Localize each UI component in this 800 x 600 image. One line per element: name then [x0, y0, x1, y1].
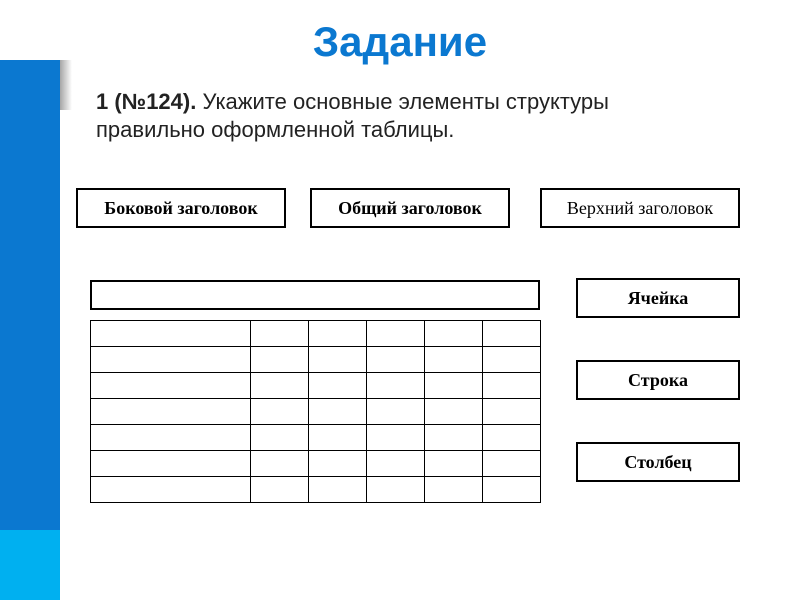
table-cell	[367, 321, 425, 347]
table-cell	[251, 321, 309, 347]
table-cell	[483, 399, 541, 425]
table-cell	[367, 425, 425, 451]
label-text: Общий заголовок	[338, 198, 482, 219]
side-bar-dark	[0, 60, 60, 530]
table-cell	[425, 321, 483, 347]
table-cell	[425, 347, 483, 373]
table-cell	[367, 451, 425, 477]
table-cell	[251, 373, 309, 399]
label-side-heading: Боковой заголовок	[76, 188, 286, 228]
table-cell	[91, 477, 251, 503]
table-cell	[91, 373, 251, 399]
table-cell	[425, 373, 483, 399]
table-row	[91, 399, 541, 425]
table-cell	[91, 425, 251, 451]
task-prefix: 1 (№124).	[96, 89, 196, 114]
side-bar-light	[0, 530, 60, 600]
table-cell	[483, 425, 541, 451]
table-cell	[483, 477, 541, 503]
table-cell	[483, 451, 541, 477]
table-row	[91, 451, 541, 477]
table-cell	[309, 477, 367, 503]
label-column: Столбец	[576, 442, 740, 482]
table-cell	[309, 321, 367, 347]
table-row	[91, 321, 541, 347]
table-cell	[91, 347, 251, 373]
table-caption-bar	[90, 280, 540, 310]
table-cell	[483, 321, 541, 347]
label-text: Боковой заголовок	[104, 198, 257, 219]
table-cell	[91, 451, 251, 477]
label-top-heading: Верхний заголовок	[540, 188, 740, 228]
table-cell	[251, 477, 309, 503]
page-title: Задание	[0, 18, 800, 66]
table-row	[91, 477, 541, 503]
side-bar-shadow	[60, 60, 72, 110]
table-cell	[309, 347, 367, 373]
table-cell	[425, 477, 483, 503]
table-cell	[251, 347, 309, 373]
label-cell: Ячейка	[576, 278, 740, 318]
table-cell	[309, 373, 367, 399]
structure-table	[90, 320, 541, 503]
table-cell	[425, 425, 483, 451]
label-text: Ячейка	[628, 288, 689, 309]
table-cell	[483, 373, 541, 399]
table-cell	[483, 347, 541, 373]
table-cell	[309, 451, 367, 477]
table-row	[91, 373, 541, 399]
table-cell	[91, 399, 251, 425]
label-row: Строка	[576, 360, 740, 400]
table-cell	[251, 399, 309, 425]
table-cell	[367, 477, 425, 503]
table-cell	[367, 399, 425, 425]
table-cell	[251, 425, 309, 451]
label-text: Строка	[628, 370, 688, 391]
table-cell	[251, 451, 309, 477]
table-cell	[91, 321, 251, 347]
table-cell	[309, 399, 367, 425]
label-general-heading: Общий заголовок	[310, 188, 510, 228]
table-row	[91, 347, 541, 373]
table-cell	[425, 451, 483, 477]
label-text: Столбец	[624, 452, 691, 473]
table-cell	[367, 347, 425, 373]
table-cell	[309, 425, 367, 451]
task-text: 1 (№124). Укажите основные элементы стру…	[96, 88, 716, 143]
table-row	[91, 425, 541, 451]
table-cell	[425, 399, 483, 425]
table-cell	[367, 373, 425, 399]
label-text: Верхний заголовок	[567, 198, 713, 219]
